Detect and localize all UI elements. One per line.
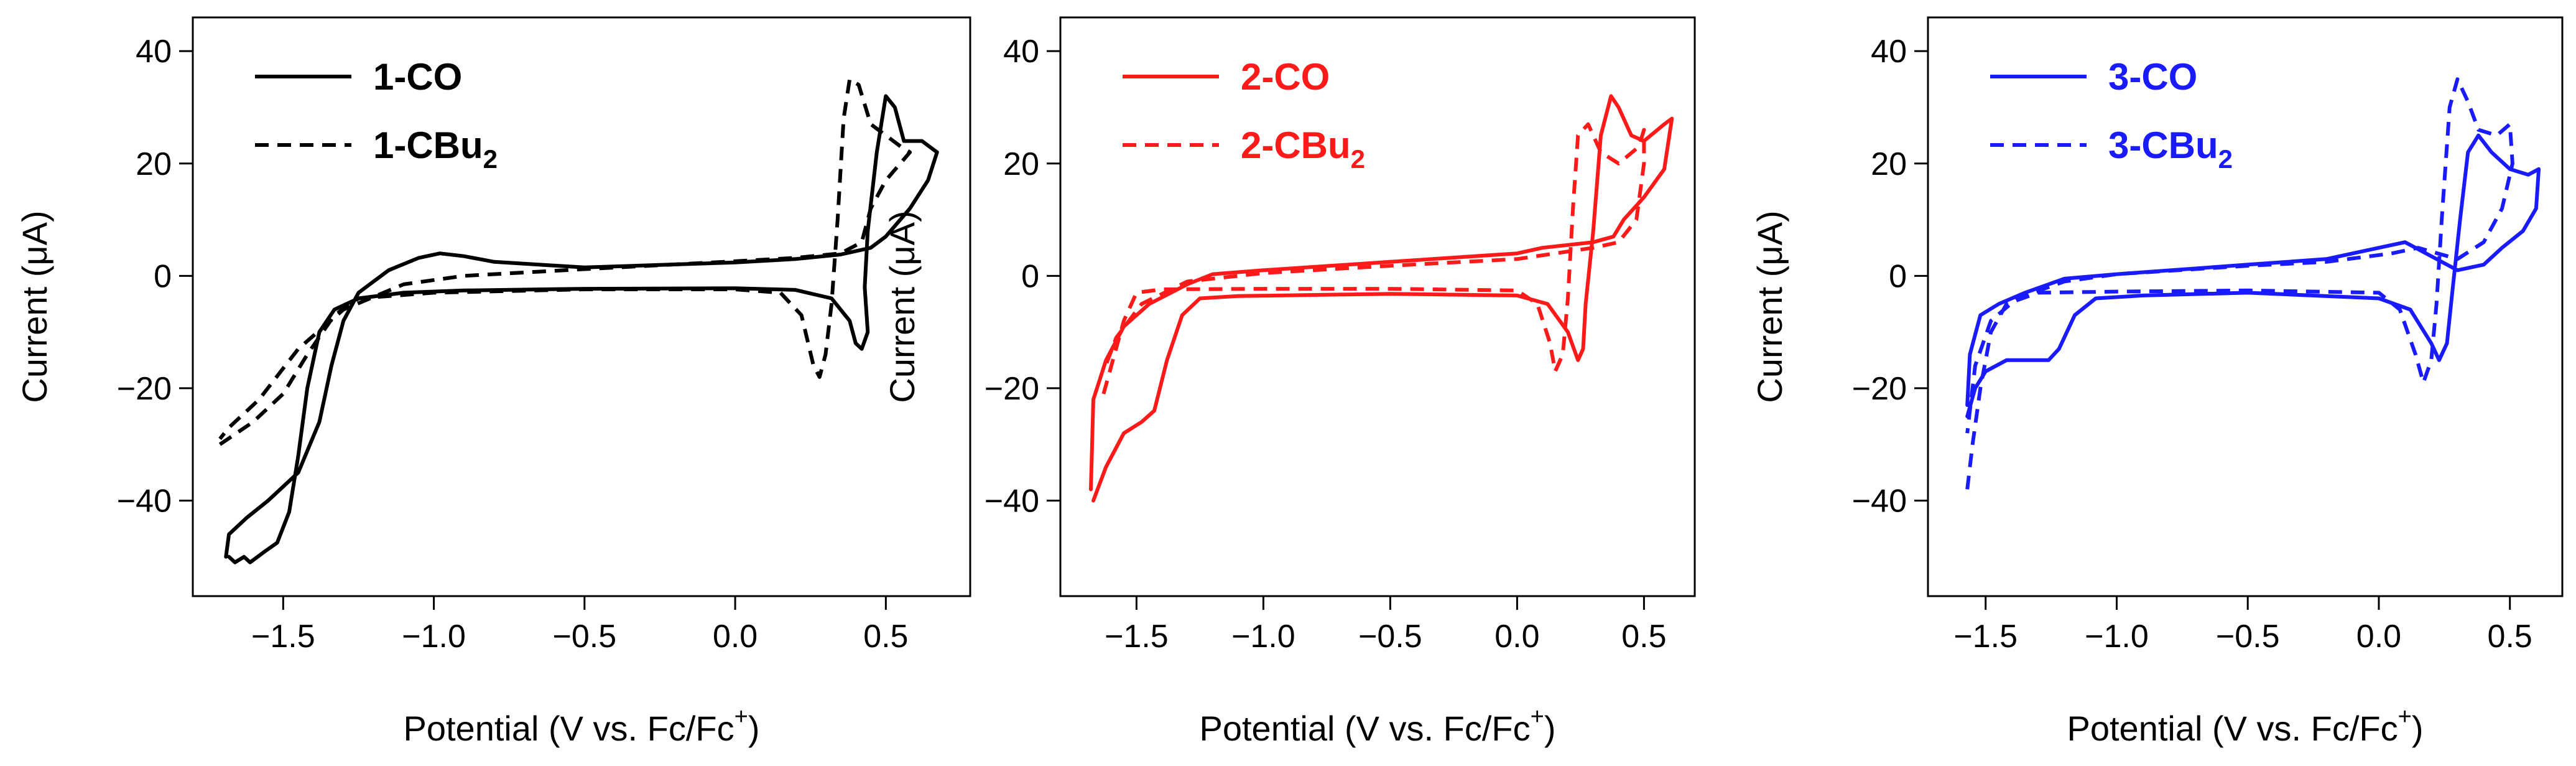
x-tick-label: 0.0 — [1494, 619, 1539, 655]
y-tick-label: −20 — [117, 371, 172, 407]
y-tick-label: −40 — [1852, 483, 1907, 520]
series-line-1-CO — [224, 94, 939, 564]
y-tick-label: 40 — [1871, 34, 1907, 70]
x-axis-label: Potential (V vs. Fc/Fc+) — [2067, 704, 2424, 748]
y-tick-label: 40 — [136, 34, 172, 70]
y-tick-label: 40 — [1003, 34, 1039, 70]
legend: 2-CO 2-CBu2 — [1123, 56, 1365, 174]
legend-label-1-CO: 1-CO — [373, 56, 462, 98]
y-tick-label: 0 — [1021, 258, 1039, 294]
series-line-3-CO — [1965, 133, 2541, 419]
legend-label-3-CO: 3-CO — [2108, 56, 2197, 98]
x-tick-label: 0.5 — [1621, 619, 1666, 655]
x-tick-label: −1.0 — [2085, 619, 2149, 655]
y-tick-label: −20 — [1852, 371, 1907, 407]
x-tick-label: −1.5 — [251, 619, 315, 655]
legend-label-2-CO: 2-CO — [1241, 56, 1330, 98]
y-axis-label: Current (μA) — [15, 210, 54, 403]
y-axis-label: Current (μA) — [883, 210, 922, 403]
plot-frame — [1059, 16, 1696, 597]
legend-label-2-CBu2: 2-CBu2 — [1241, 124, 1365, 174]
legend: 3-CO 3-CBu2 — [1990, 56, 2233, 174]
y-tick-label: −40 — [117, 483, 172, 520]
y-tick-label: 20 — [136, 146, 172, 182]
panel-1: −1.5 −1.0 −0.5 0.0 0.5 −40 −20 0 20 40 Potential (… — [15, 16, 971, 748]
series-line-2-CBu2 — [1101, 122, 1646, 395]
series-line-3-CBu2 — [1965, 77, 2514, 490]
x-axis-label: Potential (V vs. Fc/Fc+) — [404, 704, 760, 748]
x-tick-label: −1.0 — [402, 619, 466, 655]
legend-label-1-CBu2: 1-CBu2 — [373, 124, 498, 174]
legend-label-3-CBu2: 3-CBu2 — [2108, 124, 2233, 174]
x-tick-label: 0.0 — [713, 619, 758, 655]
x-tick-label: −0.5 — [1358, 619, 1422, 655]
x-tick-label: −1.5 — [1105, 619, 1169, 655]
x-tick-label: 0.5 — [863, 619, 908, 655]
y-tick-label: 0 — [1889, 258, 1907, 294]
x-axis-label: Potential (V vs. Fc/Fc+) — [1200, 704, 1556, 748]
legend: 1-CO 1-CBu2 — [255, 56, 498, 174]
y-tick-label: −20 — [985, 371, 1039, 407]
y-tick-label: 20 — [1003, 146, 1039, 182]
x-tick-label: −1.0 — [1231, 619, 1295, 655]
y-tick-label: 0 — [154, 258, 172, 294]
plot-frame — [192, 16, 971, 597]
series-line-2-CO — [1089, 94, 1674, 503]
y-axis-label: Current (μA) — [1750, 210, 1789, 403]
x-tick-label: 0.0 — [2356, 619, 2401, 655]
x-tick-label: −1.5 — [1953, 619, 2018, 655]
y-tick-label: −40 — [985, 483, 1039, 520]
plot-frame — [1927, 16, 2564, 597]
panel-3: −1.5 −1.0 −0.5 0.0 0.5 −40 −20 0 20 40 Potential (… — [1750, 16, 2564, 748]
series-line-1-CBu2 — [218, 77, 912, 446]
y-tick-label: 20 — [1871, 146, 1907, 182]
x-tick-label: 0.5 — [2488, 619, 2532, 655]
panel-2: −1.5 −1.0 −0.5 0.0 0.5 −40 −20 0 20 40 Potential (… — [883, 16, 1696, 748]
x-tick-label: −0.5 — [2216, 619, 2280, 655]
x-tick-label: −0.5 — [553, 619, 617, 655]
